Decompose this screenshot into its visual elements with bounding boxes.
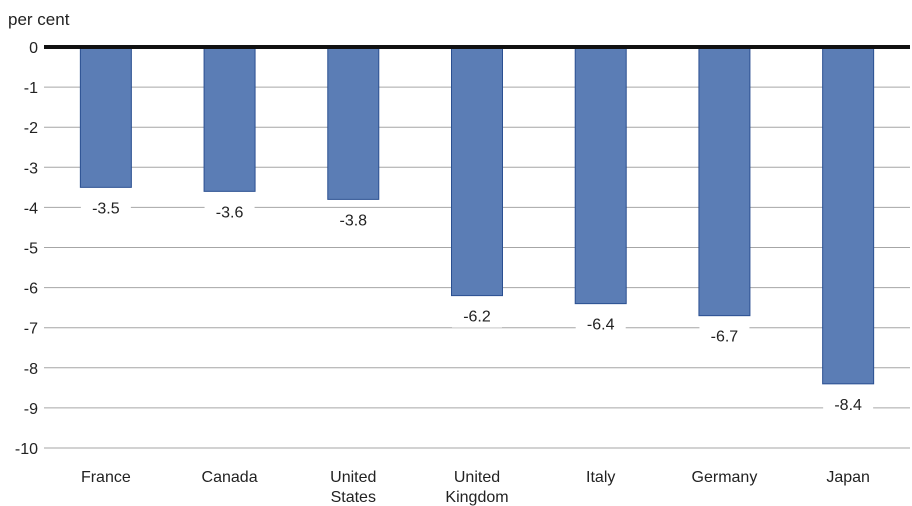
data-label: -8.4 xyxy=(834,397,862,414)
category-label: Canada xyxy=(202,469,258,486)
data-label-background xyxy=(575,313,626,336)
y-tick-label: -8 xyxy=(24,361,38,378)
data-label: -3.5 xyxy=(92,200,120,217)
category-label: Kingdom xyxy=(445,489,508,506)
category-label: United xyxy=(330,469,376,486)
data-labels: -3.5 -3.6 -3.8 -6.2 -6.4 -6.7 -8.4 xyxy=(80,197,874,416)
data-label: -6.4 xyxy=(587,317,615,334)
y-tick-label: -3 xyxy=(24,160,38,177)
y-tick-label: -6 xyxy=(24,281,38,298)
data-label-background xyxy=(699,325,750,348)
y-tick-label: -4 xyxy=(24,200,38,217)
y-axis-tick-labels: 0 -1 -2 -3 -4 -5 -6 -7 -8 -9 -10 xyxy=(15,40,38,458)
data-label-background xyxy=(452,305,502,328)
category-label: France xyxy=(81,469,131,486)
bar xyxy=(79,46,132,188)
category-label: Italy xyxy=(586,469,615,486)
y-tick-label: -10 xyxy=(15,441,38,458)
bars xyxy=(79,46,875,385)
data-label: -3.6 xyxy=(216,204,244,221)
y-tick-label: 0 xyxy=(29,40,38,57)
bar xyxy=(203,46,256,192)
bar xyxy=(451,46,503,297)
unit-label: per cent xyxy=(8,10,70,29)
data-label-background xyxy=(204,201,255,224)
bar xyxy=(574,46,627,305)
bar xyxy=(327,46,380,200)
y-tick-label: -5 xyxy=(24,241,38,258)
data-label-background xyxy=(80,197,131,220)
data-label-background xyxy=(823,393,874,416)
category-label: States xyxy=(331,489,376,506)
bar xyxy=(822,46,875,385)
y-tick-label: -1 xyxy=(24,80,38,97)
category-label: Japan xyxy=(826,469,870,486)
data-label-background xyxy=(328,209,379,232)
data-label: -3.8 xyxy=(339,212,367,229)
x-axis-category-labels: France Canada United States United Kingdom Ita… xyxy=(81,469,870,506)
y-tick-label: -2 xyxy=(24,120,38,137)
y-tick-label: -7 xyxy=(24,321,38,338)
category-label: Germany xyxy=(692,469,758,486)
bar xyxy=(698,46,751,317)
y-tick-label: -9 xyxy=(24,401,38,418)
data-label: -6.2 xyxy=(463,309,491,326)
data-label: -6.7 xyxy=(711,329,739,346)
category-label: United xyxy=(454,469,500,486)
